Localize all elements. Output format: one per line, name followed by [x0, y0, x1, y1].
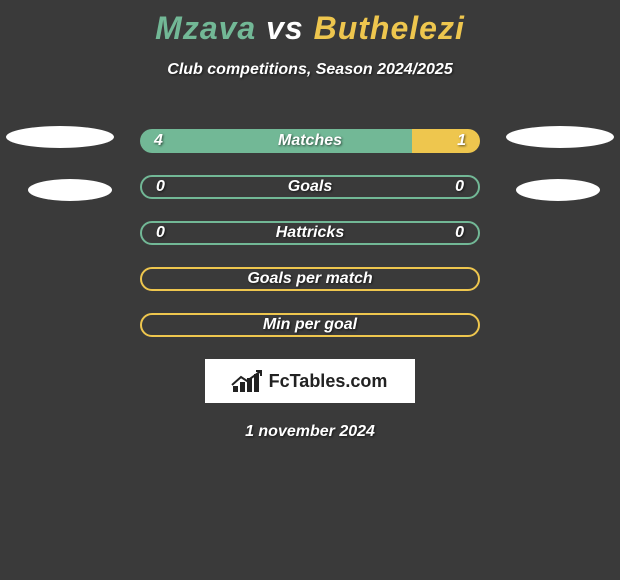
stat-val-right-hattricks: 0: [455, 224, 464, 242]
date-text: 1 november 2024: [0, 423, 620, 441]
stat-row-hattricks: 0 Hattricks 0: [140, 221, 480, 245]
avatar-right-bottom: [516, 179, 600, 201]
player-left-name: Mzava: [155, 10, 256, 46]
subtitle: Club competitions, Season 2024/2025: [0, 61, 620, 79]
comparison-panel: Mzava vs Buthelezi Club competitions, Se…: [0, 0, 620, 580]
stat-label-matches: Matches: [140, 132, 480, 150]
stat-val-right-matches: 1: [457, 132, 466, 150]
stat-row-matches: 4 Matches 1: [140, 129, 480, 153]
avatar-left-top: [6, 126, 114, 148]
stat-row-mpg: Min per goal: [140, 313, 480, 337]
stat-row-gpm: Goals per match: [140, 267, 480, 291]
stat-row-goals: 0 Goals 0: [140, 175, 480, 199]
vs-text: vs: [266, 10, 304, 46]
logo-chart-icon: [233, 370, 263, 392]
avatar-right-top: [506, 126, 614, 148]
page-title: Mzava vs Buthelezi: [0, 0, 620, 47]
player-right-name: Buthelezi: [314, 10, 465, 46]
stat-label-gpm: Goals per match: [142, 270, 478, 288]
stat-label-goals: Goals: [142, 178, 478, 196]
logo-text: FcTables.com: [269, 371, 388, 392]
avatar-left-bottom: [28, 179, 112, 201]
stat-label-hattricks: Hattricks: [142, 224, 478, 242]
stat-val-right-goals: 0: [455, 178, 464, 196]
logo-box: FcTables.com: [205, 359, 415, 403]
logo-inner: FcTables.com: [233, 370, 388, 392]
stat-label-mpg: Min per goal: [142, 316, 478, 334]
